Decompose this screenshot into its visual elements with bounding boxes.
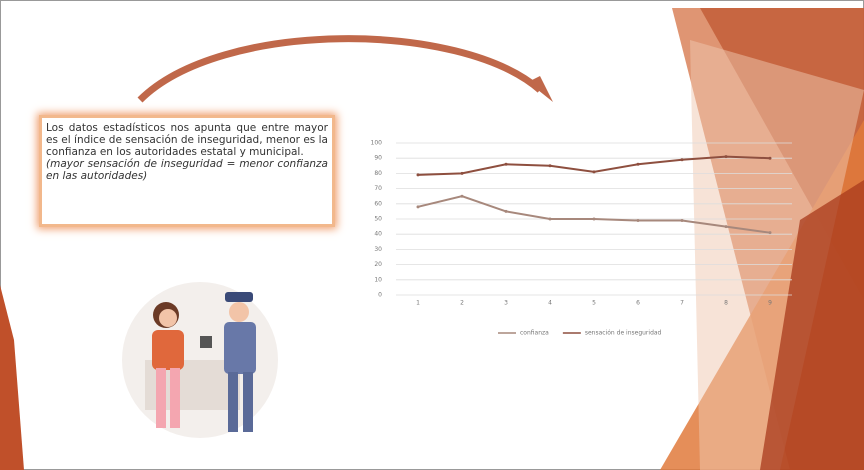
point (504, 209, 508, 213)
x-tick-label: 8 (724, 300, 728, 307)
point (680, 219, 684, 223)
legend-label: confianza (520, 330, 549, 337)
y-tick-label: 0 (378, 292, 382, 299)
point (548, 164, 552, 168)
legend-label: sensación de inseguridad (585, 330, 662, 337)
arrow (137, 35, 543, 103)
point (768, 231, 772, 235)
point (416, 173, 420, 177)
point (768, 156, 772, 160)
x-tick-label: 4 (548, 300, 552, 307)
x-tick-label: 3 (504, 300, 508, 307)
y-tick-label: 20 (374, 261, 382, 268)
point (636, 219, 640, 223)
point (724, 225, 728, 229)
x-tick-label: 1 (416, 300, 420, 307)
decor (0, 285, 24, 470)
y-tick-label: 70 (374, 185, 382, 192)
y-tick-label: 50 (374, 216, 382, 223)
y-tick-label: 10 (374, 276, 382, 283)
point (548, 217, 552, 221)
point (724, 155, 728, 159)
point (592, 170, 596, 174)
y-tick-label: 30 (374, 246, 382, 253)
y-tick-label: 60 (374, 200, 382, 207)
point (504, 162, 508, 166)
illustration (122, 282, 278, 438)
y-tick-label: 90 (374, 155, 382, 162)
x-tick-label: 2 (460, 300, 464, 307)
point (416, 205, 420, 209)
decor (760, 180, 864, 470)
paragraph: (mayor sensación de inseguridad = menor … (46, 158, 328, 182)
x-tick-label: 6 (636, 300, 640, 307)
point (680, 158, 684, 162)
paragraph: Los datos estadísticos nos apunta que en… (46, 122, 328, 158)
x-tick-label: 7 (680, 300, 684, 307)
y-tick-label: 100 (371, 140, 383, 147)
text-box: Los datos estadísticos nos apunta que en… (42, 118, 332, 224)
point (592, 217, 596, 221)
point (460, 171, 464, 175)
point (636, 162, 640, 166)
x-tick-label: 5 (592, 300, 596, 307)
decor (690, 40, 864, 470)
y-tick-label: 40 (374, 231, 382, 238)
x-tick-label: 9 (768, 300, 772, 307)
arrow-head (528, 76, 553, 102)
y-tick-label: 80 (374, 170, 382, 177)
point (460, 194, 464, 198)
